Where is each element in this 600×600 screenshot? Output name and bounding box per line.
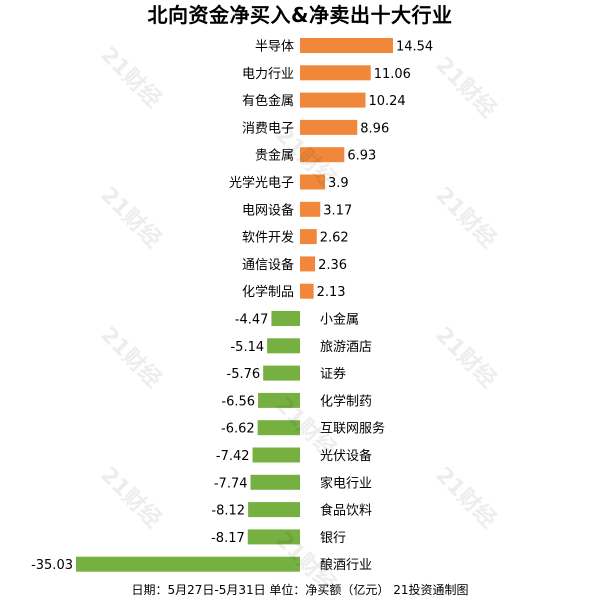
value-label: 14.54 <box>396 40 433 55</box>
value-label: -5.76 <box>227 367 261 382</box>
category-label: 旅游酒店 <box>320 340 372 355</box>
value-label: 11.06 <box>374 67 411 82</box>
bar <box>258 392 300 408</box>
category-label: 光学光电子 <box>229 175 294 191</box>
bar <box>300 147 345 163</box>
bar <box>300 201 321 217</box>
value-label: -7.42 <box>216 449 250 464</box>
value-label: 2.62 <box>320 231 349 246</box>
value-label: 2.13 <box>317 285 346 300</box>
bar <box>247 529 300 545</box>
bar <box>248 502 300 518</box>
category-label: 贵金属 <box>255 148 294 164</box>
category-label: 电网设备 <box>242 202 294 218</box>
bar <box>250 474 300 490</box>
value-label: 8.96 <box>360 121 389 136</box>
value-label: 6.93 <box>347 149 376 164</box>
category-label: 电力行业 <box>242 67 294 82</box>
category-label: 化学制品 <box>242 284 294 300</box>
chart-footer: 日期：5月27日-5月31日 单位：净买额（亿元） 21投资通制图 <box>131 583 469 597</box>
bar <box>300 283 314 299</box>
category-label: 软件开发 <box>242 230 294 246</box>
bar <box>257 420 300 436</box>
value-label: -7.74 <box>214 476 248 491</box>
category-label: 家电行业 <box>320 475 372 491</box>
bar <box>267 338 300 354</box>
category-label: 消费电子 <box>242 121 294 136</box>
bar <box>300 229 317 245</box>
value-label: 10.24 <box>368 94 405 109</box>
value-label: -35.03 <box>31 558 73 573</box>
category-label: 互联网服务 <box>320 421 385 437</box>
value-label: 3.17 <box>323 203 352 218</box>
category-label: 通信设备 <box>242 257 294 273</box>
value-label: -4.47 <box>235 313 269 328</box>
bar <box>252 447 300 463</box>
value-label: 2.36 <box>318 258 347 273</box>
category-label: 光伏设备 <box>320 448 372 464</box>
bar <box>300 119 358 135</box>
bar <box>300 38 393 53</box>
bar <box>271 311 300 326</box>
category-label: 食品饮料 <box>320 503 372 519</box>
category-label: 小金属 <box>320 312 359 328</box>
value-label: -6.62 <box>221 422 255 437</box>
value-label: -6.56 <box>221 394 255 409</box>
chart-title: 北向资金净买入&净卖出十大行业 <box>147 3 453 27</box>
value-label: -8.12 <box>211 504 245 519</box>
category-label: 银行 <box>320 531 346 546</box>
value-label: 3.9 <box>328 176 349 191</box>
value-label: -5.14 <box>230 340 264 355</box>
category-label: 证券 <box>320 366 346 382</box>
category-label: 有色金属 <box>242 93 294 109</box>
bar <box>300 256 316 272</box>
bar <box>300 92 366 108</box>
bar <box>76 556 300 572</box>
value-label: -8.17 <box>211 531 245 546</box>
category-label: 化学制药 <box>320 393 372 409</box>
bar <box>263 365 300 381</box>
bar <box>300 65 371 81</box>
bar <box>300 174 325 190</box>
category-label: 半导体 <box>255 40 294 55</box>
category-label: 酿酒行业 <box>320 557 372 573</box>
